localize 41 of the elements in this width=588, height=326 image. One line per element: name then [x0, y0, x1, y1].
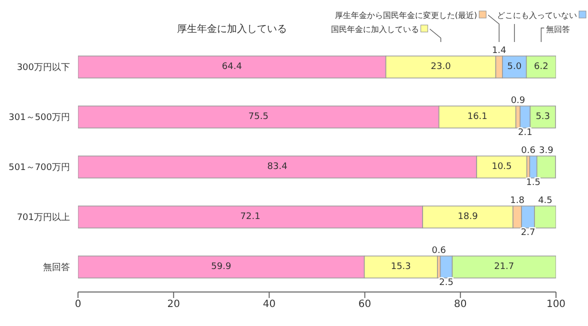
x-tick-label: 40	[262, 299, 276, 310]
data-label: 4.5	[538, 196, 552, 206]
data-label: 23.0	[430, 62, 452, 72]
data-label: 6.2	[534, 62, 548, 72]
data-label: 0.9	[510, 96, 526, 106]
data-label: 2.7	[520, 228, 536, 238]
data-label: 16.1	[467, 112, 488, 122]
data-label: 5.0	[507, 62, 522, 72]
data-label: 0.6	[521, 146, 536, 156]
data-label: 21.7	[494, 262, 514, 272]
data-label: 2.1	[518, 128, 532, 138]
x-tick-label: 20	[167, 299, 180, 310]
y-tick-label: 501～700万円	[8, 163, 70, 174]
data-label: 15.3	[390, 262, 411, 272]
data-label: 0.6	[432, 246, 446, 256]
x-tick-label: 0	[74, 299, 82, 310]
text: 無回答	[546, 25, 570, 34]
y-tick-label: 701万円以上	[16, 212, 70, 224]
data-label: 1.4	[492, 46, 507, 56]
x-tick-label: 80	[454, 299, 467, 310]
data-label: 75.5	[248, 112, 268, 122]
data-label: 3.9	[539, 146, 554, 156]
data-label: 10.5	[492, 162, 512, 172]
data-label: 72.1	[240, 212, 260, 222]
data-label: 83.4	[267, 162, 288, 172]
data-label: 18.9	[458, 212, 478, 222]
x-tick-label: 100	[546, 299, 566, 310]
data-label: 64.4	[222, 62, 242, 72]
legend-label: 国民年金に加入している	[330, 25, 419, 34]
data-label: 1.5	[526, 178, 540, 188]
legend-label: どこにも入っていない	[497, 11, 577, 20]
data-label: 59.9	[211, 262, 232, 272]
x-tick-label: 60	[358, 299, 372, 310]
data-label: 2.5	[439, 278, 454, 288]
y-tick-label: 300万円以下	[16, 62, 70, 74]
legend-label: 厚生年金から国民年金に変更した(最近)	[334, 11, 478, 20]
data-label: 5.3	[536, 112, 550, 122]
text: 厚生年金に加入している	[176, 23, 287, 35]
y-tick-label: 無回答	[43, 262, 70, 274]
data-label: 1.8	[510, 196, 525, 206]
y-tick-label: 301～500万円	[8, 113, 70, 124]
